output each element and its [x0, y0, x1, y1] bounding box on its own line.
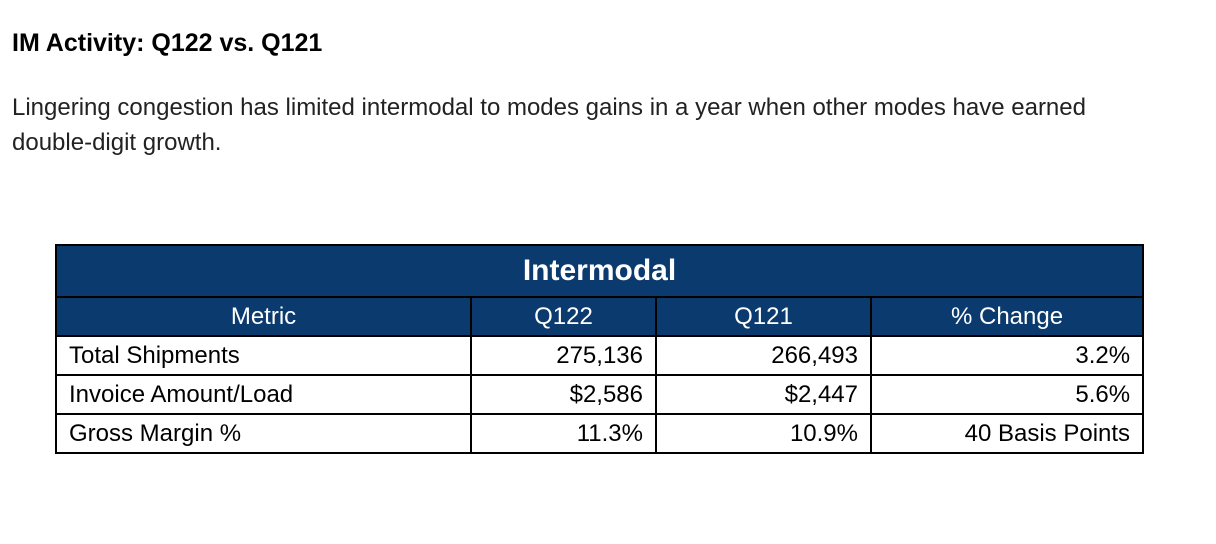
intermodal-table: Intermodal Metric Q122 Q121 % Change Tot…: [54, 244, 1145, 454]
metric-cell: Invoice Amount/Load: [55, 374, 472, 415]
table-title: Intermodal: [54, 244, 1145, 298]
table-row: Invoice Amount/Load $2,586 $2,447 5.6%: [55, 374, 1145, 415]
q121-cell: 10.9%: [655, 413, 872, 454]
q122-cell: 11.3%: [470, 413, 657, 454]
column-header-q122: Q122: [470, 296, 657, 337]
metric-cell: Total Shipments: [55, 335, 472, 376]
page-title: IM Activity: Q122 vs. Q121: [12, 29, 323, 57]
column-header-metric: Metric: [55, 296, 472, 337]
q121-cell: 266,493: [655, 335, 872, 376]
page-subtitle: Lingering congestion has limited intermo…: [12, 94, 1086, 156]
q122-cell: 275,136: [470, 335, 657, 376]
metric-cell: Gross Margin %: [55, 413, 472, 454]
table-title-row: Intermodal: [54, 244, 1145, 298]
change-cell: 5.6%: [869, 374, 1145, 415]
q122-cell: $2,586: [470, 374, 657, 415]
q121-cell: $2,447: [655, 374, 872, 415]
table-header-row: Metric Q122 Q121 % Change: [55, 296, 1145, 337]
change-cell: 3.2%: [869, 335, 1145, 376]
table-row: Total Shipments 275,136 266,493 3.2%: [55, 335, 1145, 376]
table-row: Gross Margin % 11.3% 10.9% 40 Basis Poin…: [55, 413, 1145, 454]
column-header-q121: Q121: [655, 296, 872, 337]
change-cell: 40 Basis Points: [869, 413, 1145, 454]
column-header-change: % Change: [869, 296, 1145, 337]
